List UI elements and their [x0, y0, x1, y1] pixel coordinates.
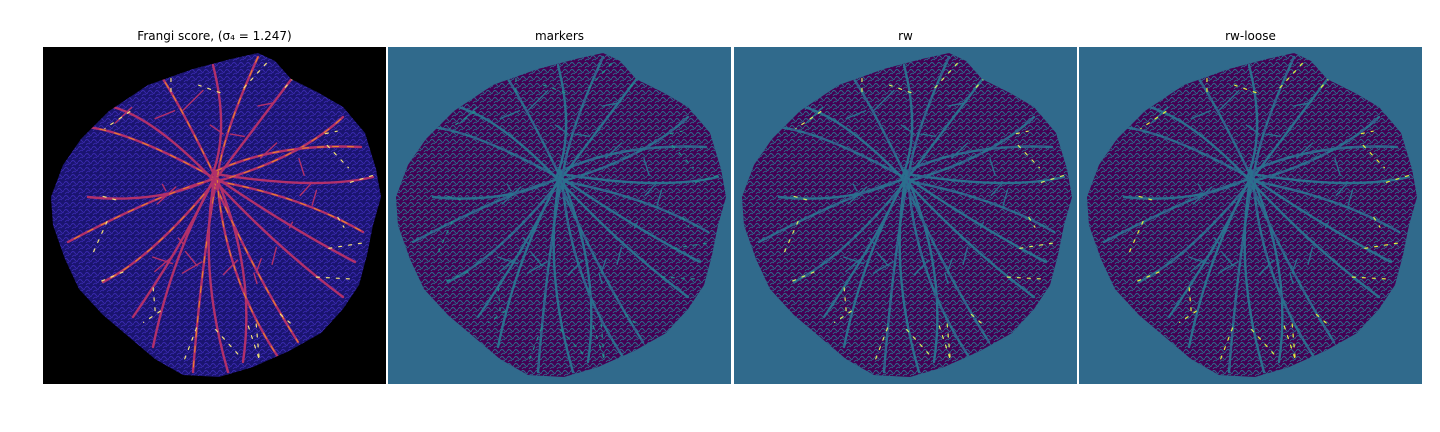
frangi-score-canvas — [43, 47, 386, 384]
rw-image — [734, 47, 1077, 384]
rw-loose-canvas — [1079, 47, 1422, 384]
markers-image — [388, 47, 731, 384]
rw-canvas — [734, 47, 1077, 384]
rw-panel-title: rw — [898, 29, 913, 43]
markers-panel-title: markers — [534, 29, 585, 43]
markers-canvas — [388, 47, 731, 384]
frangi-score-image — [43, 47, 386, 384]
frangi-panel-title: Frangi score, (σ₄ = 1.247) — [137, 29, 292, 43]
rw-loose-panel-title: rw-loose — [1225, 29, 1276, 43]
rw-loose-image — [1079, 47, 1422, 384]
